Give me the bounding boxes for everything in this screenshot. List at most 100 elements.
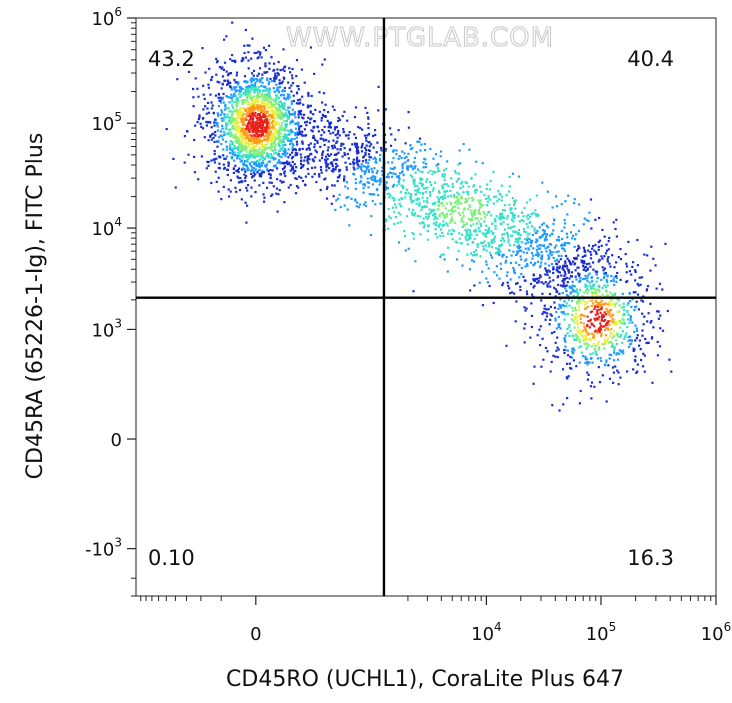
data-point: [249, 112, 253, 115]
data-point: [469, 237, 472, 240]
data-point: [354, 106, 358, 109]
data-point: [284, 112, 287, 115]
data-point: [637, 308, 640, 311]
data-point: [455, 200, 458, 203]
data-point: [470, 224, 473, 227]
data-point: [262, 85, 265, 88]
data-point: [628, 292, 631, 295]
data-point: [635, 337, 638, 340]
data-point: [249, 97, 252, 100]
data-point: [257, 56, 260, 59]
data-point: [456, 203, 459, 206]
data-point: [251, 129, 254, 132]
data-point: [284, 155, 287, 158]
data-point: [332, 195, 335, 198]
data-point: [370, 215, 373, 218]
data-point: [516, 239, 519, 242]
data-point: [404, 161, 407, 164]
data-point: [274, 117, 277, 120]
data-point: [238, 139, 241, 142]
data-point: [478, 281, 481, 284]
data-point: [289, 143, 292, 146]
data-point: [245, 164, 248, 167]
data-point: [437, 204, 440, 207]
data-point: [498, 216, 501, 219]
data-point: [325, 169, 328, 172]
data-point: [652, 257, 655, 260]
data-point: [321, 128, 324, 132]
data-point: [196, 121, 199, 124]
data-point: [283, 170, 286, 173]
data-point: [229, 58, 232, 61]
data-point: [217, 140, 220, 143]
data-point: [265, 98, 269, 101]
data-point: [454, 205, 457, 208]
data-point: [525, 307, 528, 310]
data-point: [598, 326, 601, 329]
data-point: [639, 348, 642, 351]
data-point: [613, 335, 616, 338]
data-point: [454, 209, 457, 212]
data-point: [269, 153, 272, 156]
data-point: [426, 186, 429, 189]
data-point: [422, 187, 425, 190]
data-point: [272, 156, 275, 160]
data-point: [423, 157, 426, 160]
data-point: [608, 313, 611, 317]
data-point: [569, 274, 573, 278]
data-point: [548, 292, 552, 296]
data-point: [262, 106, 265, 109]
data-point: [279, 110, 282, 113]
data-point: [541, 254, 544, 257]
data-point: [199, 122, 202, 125]
data-point: [436, 217, 439, 220]
data-point: [324, 115, 327, 118]
data-point: [267, 121, 270, 124]
data-point: [253, 167, 256, 170]
data-point: [504, 261, 507, 264]
data-point: [268, 88, 271, 92]
data-point: [418, 191, 422, 194]
data-point: [263, 121, 266, 124]
data-point: [296, 143, 299, 146]
data-point: [513, 272, 516, 275]
data-point: [509, 211, 512, 214]
data-point: [542, 244, 545, 247]
data-point: [596, 309, 599, 312]
x-axis-ticks: 0 104 105 106: [140, 596, 731, 645]
data-point: [231, 100, 234, 103]
data-point: [218, 81, 221, 84]
data-point: [583, 342, 586, 346]
data-point: [183, 135, 186, 138]
data-point: [635, 305, 638, 308]
data-point: [264, 128, 267, 131]
data-point: [351, 143, 354, 146]
data-point: [451, 238, 454, 241]
data-point: [298, 147, 301, 151]
data-point: [336, 132, 339, 136]
data-point: [300, 160, 303, 163]
data-point: [592, 285, 595, 288]
data-point: [517, 246, 520, 249]
data-point: [455, 180, 458, 183]
data-point: [298, 175, 301, 178]
data-point: [216, 145, 219, 148]
data-point: [451, 211, 454, 214]
data-point: [397, 175, 400, 178]
data-point: [557, 307, 560, 310]
data-point: [285, 119, 289, 122]
data-point: [432, 157, 435, 160]
data-point: [361, 160, 365, 163]
data-point: [593, 249, 596, 252]
data-point: [325, 155, 328, 158]
data-point: [458, 149, 461, 152]
data-point: [229, 134, 232, 137]
data-point: [245, 81, 248, 84]
data-point: [247, 142, 250, 145]
data-point: [522, 220, 525, 223]
data-point: [295, 153, 298, 156]
data-point: [234, 136, 237, 139]
data-point: [581, 255, 584, 258]
data-point: [361, 169, 364, 172]
data-point: [549, 251, 553, 254]
